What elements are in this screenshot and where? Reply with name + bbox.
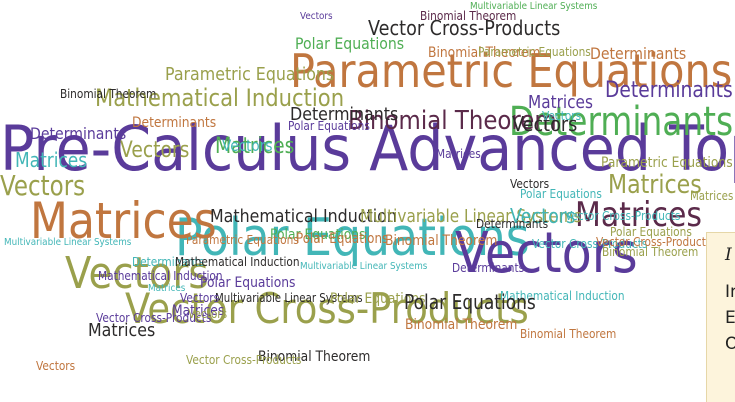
- cloud-word: Polar Equations: [404, 290, 536, 314]
- cloud-word: Vectors: [188, 307, 228, 321]
- cloud-word: Determinants: [605, 78, 733, 103]
- cloud-word: Vectors: [510, 177, 550, 191]
- cloud-word: Matrices: [215, 134, 295, 159]
- cloud-word: Determinants: [290, 104, 399, 125]
- cloud-word: Binomial Theorem: [405, 317, 518, 333]
- cloud-word: Vectors: [542, 109, 582, 123]
- cloud-word: Multivariable Linear Systems: [470, 1, 598, 12]
- side-panel-line: In: [725, 282, 735, 302]
- cloud-word: Determinants: [132, 255, 205, 269]
- cloud-word: Parametric Equations: [601, 155, 733, 171]
- cloud-word: Vector Cross-Products: [368, 16, 561, 40]
- cloud-word: Multivariable Linear Systems: [4, 237, 132, 248]
- side-panel-line: O: [725, 334, 735, 354]
- cloud-word: Vectors: [512, 112, 578, 136]
- cloud-word: Matrices: [15, 148, 88, 172]
- side-panel: I In E O: [706, 232, 735, 402]
- cloud-word: Polar Equations: [296, 231, 389, 247]
- cloud-word: Multivariable Linear Systems: [215, 291, 363, 305]
- cloud-word: Binomial Theorem: [385, 233, 498, 249]
- cloud-word: Determinants: [590, 44, 687, 63]
- cloud-word: Matrices: [172, 303, 225, 319]
- cloud-word: Binomial Theorem: [428, 45, 541, 61]
- cloud-word: Matrices: [30, 192, 217, 250]
- cloud-word: Vector Cross-Products: [565, 209, 681, 223]
- cloud-word: Parametric Equations: [290, 44, 733, 98]
- cloud-word: Vectors: [222, 136, 273, 155]
- cloud-word: Matrices: [528, 92, 593, 113]
- cloud-word: Polar Equations: [295, 34, 405, 53]
- cloud-word: Parametric Equations: [165, 64, 335, 85]
- cloud-word: Mathematical Induction: [175, 255, 300, 269]
- cloud-word: Binomial Theorem: [520, 327, 617, 341]
- cloud-word: Matrices: [148, 283, 186, 294]
- cloud-word: Vectors: [0, 169, 86, 202]
- cloud-word: Matrices: [608, 170, 702, 200]
- cloud-word: Pre-Calculus Advanced Topics: [0, 112, 735, 185]
- cloud-word: Binomial Theorem: [348, 106, 557, 136]
- cloud-word: Vectors: [65, 248, 209, 299]
- cloud-word: Vectors: [300, 11, 333, 22]
- cloud-word: Mathematical Induction: [98, 269, 223, 283]
- cloud-word: Determinants: [30, 124, 127, 143]
- cloud-word: Polar Equations: [270, 227, 366, 243]
- cloud-word: Polar Equations: [200, 275, 296, 291]
- cloud-word: Binomial Theorem: [602, 245, 699, 259]
- cloud-word: Matrices: [575, 195, 702, 235]
- cloud-word: Matrices: [689, 189, 733, 203]
- cloud-word: Vectors: [180, 291, 220, 305]
- cloud-word: Vectors: [36, 359, 76, 373]
- cloud-word: Polar Equations: [175, 208, 530, 268]
- cloud-word: Polar Equations: [288, 119, 370, 133]
- cloud-word: Determinants: [476, 217, 549, 231]
- cloud-word: Vectors: [510, 204, 576, 228]
- cloud-word: Determinants: [508, 99, 733, 145]
- cloud-word: Matrices: [88, 320, 156, 341]
- cloud-word: Vector Cross-Products: [96, 311, 212, 325]
- cloud-word: Parametric Equations: [186, 233, 299, 247]
- cloud-word: Mathematical Induction: [210, 206, 397, 227]
- cloud-word: Determinants: [132, 115, 217, 131]
- cloud-word: Polar Equations: [610, 225, 692, 239]
- cloud-word: Vectors: [120, 138, 190, 163]
- cloud-word: Binomial Theorem: [60, 87, 157, 101]
- cloud-word: Vector Cross-Products: [186, 353, 302, 367]
- cloud-word: Binomial Theorem: [258, 349, 371, 365]
- cloud-word: Polar Equations: [520, 187, 602, 201]
- cloud-word: Binomial Theorem: [420, 9, 517, 23]
- word-cloud: Pre-Calculus Advanced TopicsParametric E…: [0, 1, 735, 373]
- cloud-word: Vector Cross-Products: [532, 237, 648, 251]
- cloud-word: Matrices: [436, 147, 481, 161]
- cloud-word: Polar Equations: [330, 291, 426, 307]
- cloud-word: Parametric Equations: [478, 45, 591, 59]
- cloud-word: Determinants: [452, 261, 525, 275]
- cloud-word: Multivariable Linear Systems: [360, 206, 582, 227]
- cloud-word: Mathematical Induction: [95, 84, 345, 112]
- cloud-word: Vector Cross-Products: [125, 284, 529, 333]
- cloud-word: Vector Cross-Products: [596, 235, 712, 249]
- cloud-word: Mathematical Induction: [500, 289, 625, 303]
- cloud-word: Multivariable Linear Systems: [300, 261, 428, 272]
- side-panel-line: E: [725, 308, 735, 328]
- cloud-word: Vectors: [455, 221, 638, 286]
- side-panel-heading: I: [725, 245, 732, 265]
